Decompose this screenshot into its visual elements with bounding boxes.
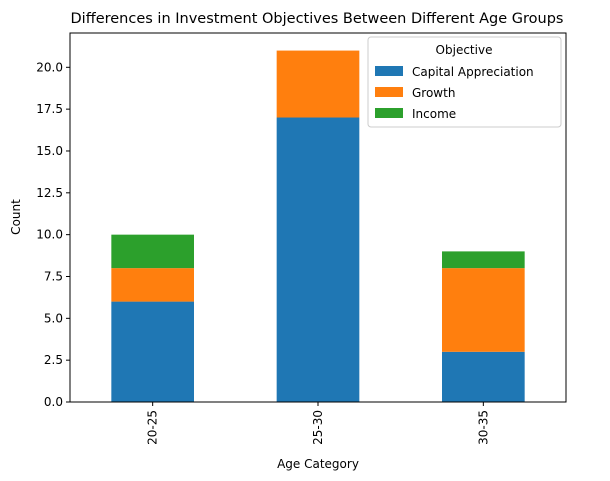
y-tick-label: 20.0 [36,60,63,74]
bar-30-35-capital-appreciation [442,351,525,402]
legend: Objective Capital Appreciation Growth Inco… [367,36,562,128]
y-tick-label: 5.0 [44,311,63,325]
y-tick-label: 12.5 [36,186,63,200]
bar-20-25-growth [111,268,194,302]
legend-swatch-growth [375,87,403,97]
bars-group [111,50,525,403]
x-tick-label: 30-35 [476,410,490,445]
plot-frame [69,32,567,403]
legend-label-capital-appreciation: Capital Appreciation [412,65,534,79]
y-tick-label: 10.0 [36,228,63,242]
legend-label-growth: Growth [412,86,455,100]
bar-25-30-growth [276,50,360,118]
y-tick-label: 17.5 [36,102,63,116]
y-tick-label: 2.5 [44,353,63,367]
y-tick-label: 15.0 [36,144,63,158]
legend-swatch-income [375,108,403,118]
y-tick-label: 7.5 [44,269,63,283]
bar-30-35-income [442,251,525,269]
x-axis: 20-25 25-30 30-35 [146,402,490,445]
y-axis-label: Count [9,199,23,235]
x-axis-label: Age Category [277,457,359,471]
legend-swatch-capital-appreciation [375,66,403,76]
x-tick-label: 20-25 [146,410,160,445]
x-tick-label: 25-30 [311,410,325,445]
legend-box [367,36,562,128]
legend-title: Objective [436,43,493,57]
bar-20-25-income [111,234,194,269]
legend-label-income: Income [412,107,456,121]
y-axis: 0.0 2.5 5.0 7.5 10.0 12.5 15.0 17.5 20.0 [36,60,70,409]
y-tick-label: 0.0 [44,395,63,409]
legend-entries: Capital Appreciation Growth Income [375,65,534,121]
bar-25-30-capital-appreciation [276,117,360,403]
bar-20-25-capital-appreciation [111,301,194,402]
bar-30-35-growth [442,268,525,352]
chart-title: Differences in Investment Objectives Bet… [71,11,564,27]
